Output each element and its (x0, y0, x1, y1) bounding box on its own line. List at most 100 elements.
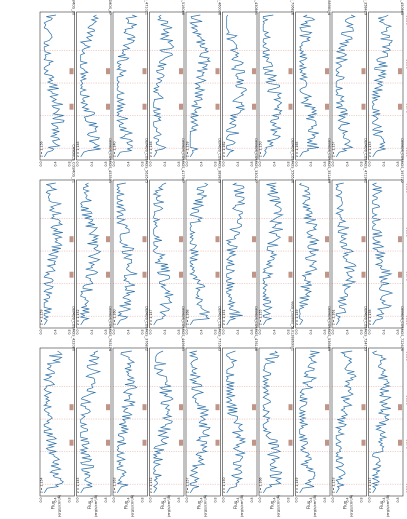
line-band (361, 103, 366, 110)
line-band (288, 236, 293, 243)
flux-tick: 0.0 (112, 329, 116, 334)
flux-tick: 0.4 (199, 161, 203, 166)
flux-tick: 0.4 (345, 497, 349, 502)
flux-tick: 0.4 (272, 161, 276, 166)
panel-frame (112, 179, 148, 329)
flux-tick: 0.0 (258, 161, 262, 166)
flux-tick: 0.4 (90, 329, 94, 334)
panel-redshift: z = 1.158 (368, 310, 372, 326)
flux-tick: 0.8 (177, 497, 181, 502)
wavelength-tick: 1200 (405, 315, 407, 325)
flux-tick: 0.8 (396, 161, 400, 166)
panel-redshift: z = 1.147 (368, 478, 372, 494)
panel-redshift: z = 1.152 (76, 310, 80, 326)
spectrum-line (188, 350, 211, 494)
spectrum-line (79, 350, 102, 494)
line-band (325, 103, 329, 110)
line-band (179, 439, 183, 446)
flux-tick: 0.4 (163, 329, 167, 334)
flux-tick: 0.4 (345, 161, 349, 166)
flux-tick: 0.0 (39, 329, 43, 334)
panel-object-id: vuds_cosmos_5101288690_1 (290, 301, 294, 351)
spectrum-line (152, 14, 175, 158)
spectrum-line (371, 182, 394, 326)
line-band (325, 439, 329, 446)
line-band (288, 103, 293, 110)
panel-object-id: DEIMOS_COSMOS_516068 (181, 0, 185, 15)
panel-redshift: z = 1.165 (295, 142, 299, 158)
line-band (398, 404, 402, 411)
flux-tick: 0.4 (199, 329, 203, 334)
panel-redshift: z = 1.145 (76, 478, 80, 494)
line-band (288, 68, 293, 75)
spectrum-line (115, 14, 138, 158)
flux-tick: 0.8 (323, 329, 327, 334)
flux-tick: 0.8 (68, 497, 72, 502)
flux-tick: 0.8 (323, 497, 327, 502)
flux-tick: 0.4 (90, 161, 94, 166)
wavelength-tick: 1800 (405, 183, 407, 193)
flux-tick: 0.8 (104, 161, 108, 166)
wavelength-tick: 1600 (405, 395, 407, 405)
line-band (215, 103, 220, 110)
flux-tick: 0.4 (126, 329, 130, 334)
flux-tick: 0.8 (104, 497, 108, 502)
spectrum-line (298, 14, 320, 158)
spectrum-line (116, 350, 138, 494)
flux-axis-units: (erg/s/cm²/Å) (312, 494, 317, 517)
panel-redshift: z = 1.157 (332, 142, 336, 158)
spectrum-line (152, 350, 174, 494)
line-band (106, 236, 110, 243)
spectrum-line (79, 14, 101, 158)
spectrum-line (225, 182, 245, 326)
spectrum-line (42, 350, 64, 494)
flux-tick: 0.4 (163, 497, 167, 502)
flux-tick: 0.8 (250, 161, 254, 166)
flux-tick: 0.8 (104, 329, 108, 334)
flux-tick: 0.0 (76, 497, 80, 502)
panel-frame (76, 347, 112, 497)
flux-axis-label: Flux (50, 500, 55, 509)
flux-tick: 0.8 (68, 161, 72, 166)
spectrum-panel: DEIMOS_COSMOS_460008z = 1.159 0.0 0.4 0.8 (185, 0, 221, 167)
flux-tick: 0.8 (214, 161, 218, 166)
flux-tick: 0.8 (177, 329, 181, 334)
panel-grid: CANDELS_COSMOS_30z = 1.1560.00.40.8CANDE… (39, 0, 404, 503)
line-band (69, 439, 74, 446)
flux-axis-units: (erg/s/cm²/Å) (348, 494, 353, 517)
line-band (325, 68, 329, 75)
panel-object-id: vuds_cosmos_5101288980_4 (327, 0, 331, 15)
wavelength-tick: 1600 (405, 59, 407, 69)
flux-axis-units: (erg/s/cm²/Å) (166, 494, 171, 517)
panel-frame (39, 179, 75, 329)
flux-tick: 0.4 (126, 497, 130, 502)
panel-object-id: DEIMOS_COSMOS_556536 (290, 138, 294, 183)
line-band (215, 236, 220, 243)
panel-object-id: DEIMOS_COSMOS_358419 (363, 0, 367, 15)
flux-tick: 0.4 (382, 497, 386, 502)
panel-object-id: DEIMOS_COSMOS_471011 (144, 0, 148, 15)
panel-object-id: DEIMOS_COSMOS_771603 (217, 306, 221, 351)
line-band (215, 404, 220, 411)
flux-tick: 0.0 (185, 161, 189, 166)
panel-object-id: CANDELS_COSMOS_71 (71, 144, 75, 183)
flux-tick: 0.0 (295, 161, 299, 166)
line-band (288, 271, 293, 278)
panel-object-id: DEIMOS_COSMOS_453505 (108, 138, 112, 183)
line-band (398, 439, 402, 446)
panel-redshift: z = 1.152 (149, 478, 153, 494)
panel-object-id: DEIMOS_COSMOS_430891 (254, 0, 258, 15)
axis-labels: Flux (erg/s/cm²/Å) Flux (erg/s/cm²/Å) Flux (e… (50, 15, 407, 517)
line-band (215, 439, 220, 446)
panel-redshift: z = 1.156 (40, 142, 44, 158)
flux-tick: 0.8 (396, 329, 400, 334)
flux-tick: 0.0 (222, 497, 226, 502)
spectrum-panel: CANDELS_COSMOS_47z = 1.148 0.0 0.4 0.8 (76, 0, 112, 167)
